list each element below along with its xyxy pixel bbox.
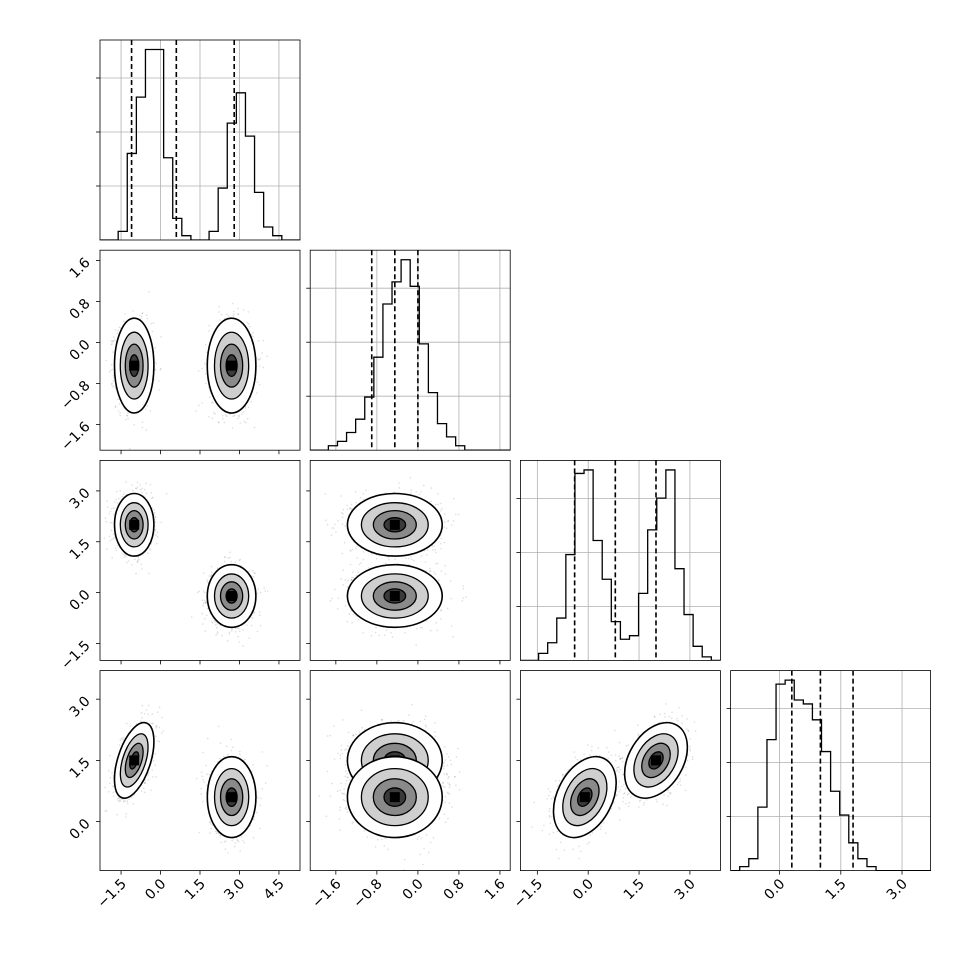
y-tick-label: −1.5 <box>58 638 93 673</box>
histogram-line <box>730 679 931 871</box>
x-tick-label: 3.0 <box>221 876 248 903</box>
panel-2-2 <box>516 459 721 661</box>
x-tick-label: 0.0 <box>570 876 597 903</box>
panel-frame <box>309 670 511 871</box>
panel-frame <box>309 459 511 661</box>
x-tick-label: 0.0 <box>142 876 169 903</box>
histogram-line <box>100 48 300 240</box>
panel-frame <box>730 670 931 871</box>
y-tick-label: 3.0 <box>67 694 94 721</box>
panel-3-1 <box>306 670 511 875</box>
x-tick-label: −1.6 <box>309 876 344 911</box>
x-tick-label: −0.8 <box>350 876 385 911</box>
y-tick-label: 0.0 <box>67 587 94 614</box>
panel-frame <box>520 670 721 871</box>
density-peak <box>579 792 590 803</box>
density-peak <box>129 755 140 766</box>
density-peak <box>650 755 661 766</box>
panel-frame <box>99 249 301 451</box>
density-peak <box>389 792 400 803</box>
density-peak <box>129 519 140 530</box>
panel-2-0 <box>96 459 301 665</box>
panel-0-0 <box>96 39 301 241</box>
x-tick-label: 0.8 <box>441 876 468 903</box>
y-tick-label: −1.6 <box>58 419 93 454</box>
x-tick-label: −1.5 <box>511 876 546 911</box>
y-tick-label: 1.6 <box>67 255 94 282</box>
y-tick-label: 3.0 <box>67 485 94 512</box>
density-peak <box>226 360 237 371</box>
x-tick-label: 3.0 <box>884 876 911 903</box>
y-tick-label: 1.5 <box>67 755 94 782</box>
y-tick-label: 0.0 <box>67 816 94 843</box>
y-tick-labels: −1.6 −0.8 0.0 0.8 1.6 −1.5 0.0 1.5 3.0 0.0 1.5 3.0 <box>58 255 93 843</box>
panel-1-0 <box>96 249 301 455</box>
x-tick-label: 1.5 <box>823 876 850 903</box>
x-tick-label: −1.5 <box>95 876 130 911</box>
panel-3-2 <box>516 670 721 875</box>
x-tick-labels: −1.5 0.0 1.5 3.0 4.5 −1.6 −0.8 0.0 0.8 1.6 −1.5 0.0… <box>95 876 911 911</box>
y-tick-label: 0.0 <box>67 337 94 364</box>
density-peak <box>129 360 140 371</box>
panel-3-0 <box>96 670 301 875</box>
panel-frame <box>99 39 301 241</box>
panel-frame <box>520 459 721 661</box>
panel-frame <box>99 670 301 871</box>
density-peak <box>389 519 400 530</box>
panel-1-1 <box>306 249 511 451</box>
x-tick-label: 0.0 <box>400 876 427 903</box>
y-tick-label: 1.5 <box>67 536 94 563</box>
x-tick-label: 0.0 <box>761 876 788 903</box>
panel-3-3 <box>726 670 931 871</box>
density-peak <box>226 590 237 601</box>
x-tick-label: 4.5 <box>261 876 288 903</box>
density-peak <box>226 792 237 803</box>
x-tick-label: 3.0 <box>672 876 699 903</box>
histogram-line <box>310 259 511 451</box>
panel-frame <box>309 249 511 451</box>
x-tick-label: 1.5 <box>621 876 648 903</box>
x-tick-label: 1.6 <box>482 876 509 903</box>
x-tick-label: 1.5 <box>182 876 209 903</box>
corner-panels <box>96 39 931 875</box>
panel-frame <box>99 459 301 661</box>
y-tick-label: −0.8 <box>58 378 93 413</box>
panel-2-1 <box>306 459 511 665</box>
density-peak <box>389 590 400 601</box>
histogram-line <box>520 469 721 661</box>
y-tick-label: 0.8 <box>67 296 94 323</box>
